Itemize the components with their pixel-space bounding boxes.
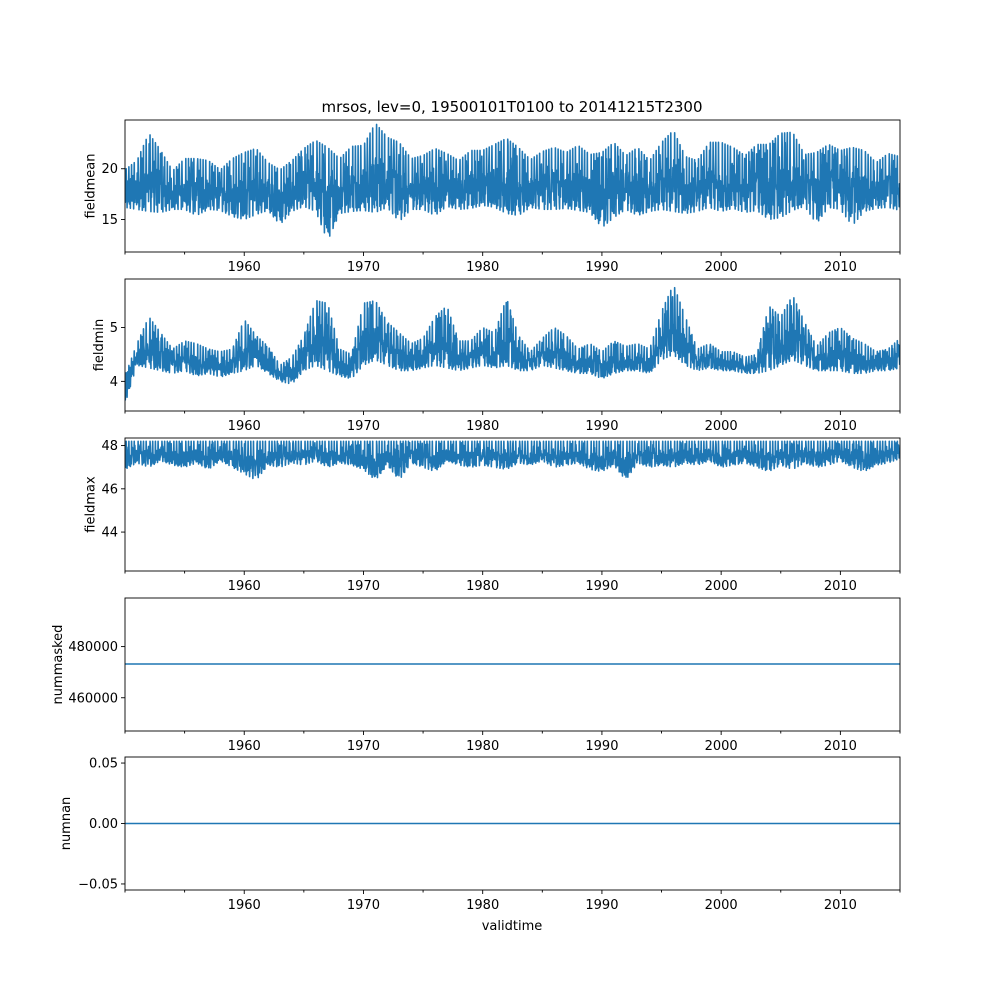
- x-tick-label: 2010: [824, 579, 857, 594]
- y-tick-label: 0.00: [89, 817, 118, 832]
- subplot-fieldmax: 1960 1970 1980 1990 2000 2010 44 46 48 fieldmax: [84, 437, 901, 594]
- x-tick-label: 1990: [585, 419, 618, 434]
- x-tick-label: 2010: [824, 898, 857, 913]
- x-tick-label: 1970: [347, 739, 380, 754]
- axes-frame: [124, 278, 901, 412]
- x-tick-label: 2010: [824, 260, 857, 275]
- x-tick-label: 1970: [347, 260, 380, 275]
- y-tick-label: 44: [101, 526, 118, 541]
- x-tick-label: 1960: [228, 579, 261, 594]
- x-tick-label: 2010: [824, 739, 857, 754]
- x-tick-label: 1980: [466, 739, 499, 754]
- subplot-panels: 1960 1970 1980 1990 2000 20101520fieldmean196…: [51, 119, 901, 913]
- x-tick-label: 1990: [585, 898, 618, 913]
- y-axis-label: numnan: [59, 797, 74, 851]
- x-tick-label: 1960: [228, 419, 261, 434]
- x-tick-label: 2010: [824, 419, 857, 434]
- y-tick-label: 480000: [68, 640, 118, 655]
- x-tick-label: 1970: [347, 579, 380, 594]
- y-tick-label: 46: [101, 482, 118, 497]
- y-tick-label: 5: [110, 321, 118, 336]
- x-tick-label: 2000: [705, 579, 738, 594]
- fieldmax-series-line: [125, 440, 900, 480]
- subplot-nummasked: 1960 1970 1980 1990 2000 2010 460000 480000numm…: [51, 597, 901, 754]
- y-tick-label: 4: [110, 375, 118, 390]
- y-tick-label: 460000: [68, 691, 118, 706]
- x-tick-label: 1980: [466, 579, 499, 594]
- x-tick-label: 1990: [585, 260, 618, 275]
- x-tick-label: 1980: [466, 419, 499, 434]
- x-axis-label: validtime: [482, 919, 543, 934]
- y-axis-label: fieldmax: [84, 476, 99, 533]
- axes-frame: [124, 437, 901, 572]
- x-tick-label: 2000: [705, 898, 738, 913]
- y-tick-label: 20: [101, 162, 118, 177]
- fieldmean-series-line: [125, 123, 900, 237]
- x-tick-label: 2000: [705, 419, 738, 434]
- x-tick-label: 1970: [347, 898, 380, 913]
- y-tick-label: −0.05: [78, 877, 118, 892]
- y-tick-label: 48: [101, 439, 118, 454]
- y-axis-label: fieldmean: [84, 154, 99, 219]
- x-tick-label: 1960: [228, 260, 261, 275]
- y-axis-label: nummasked: [51, 625, 66, 705]
- x-tick-label: 1970: [347, 419, 380, 434]
- y-tick-label: 0.05: [89, 757, 118, 772]
- y-axis-label: fieldmin: [92, 319, 107, 372]
- axes-frame: [124, 119, 901, 253]
- x-tick-label: 1960: [228, 739, 261, 754]
- x-tick-label: 1960: [228, 898, 261, 913]
- chart-title: mrsos, lev=0, 19500101T0100 to 20141215T…: [321, 98, 702, 116]
- x-tick-label: 1980: [466, 898, 499, 913]
- y-tick-label: 15: [101, 213, 118, 228]
- x-tick-label: 1980: [466, 260, 499, 275]
- fieldmin-series-line: [125, 286, 900, 401]
- axes-frame: [124, 597, 901, 732]
- x-tick-label: 1990: [585, 579, 618, 594]
- x-tick-label: 1990: [585, 739, 618, 754]
- x-tick-label: 2000: [705, 739, 738, 754]
- subplot-numnan: 1960 1970 1980 1990 2000 2010 −0.05 0.00 0.05 num…: [59, 757, 901, 913]
- x-tick-label: 2000: [705, 260, 738, 275]
